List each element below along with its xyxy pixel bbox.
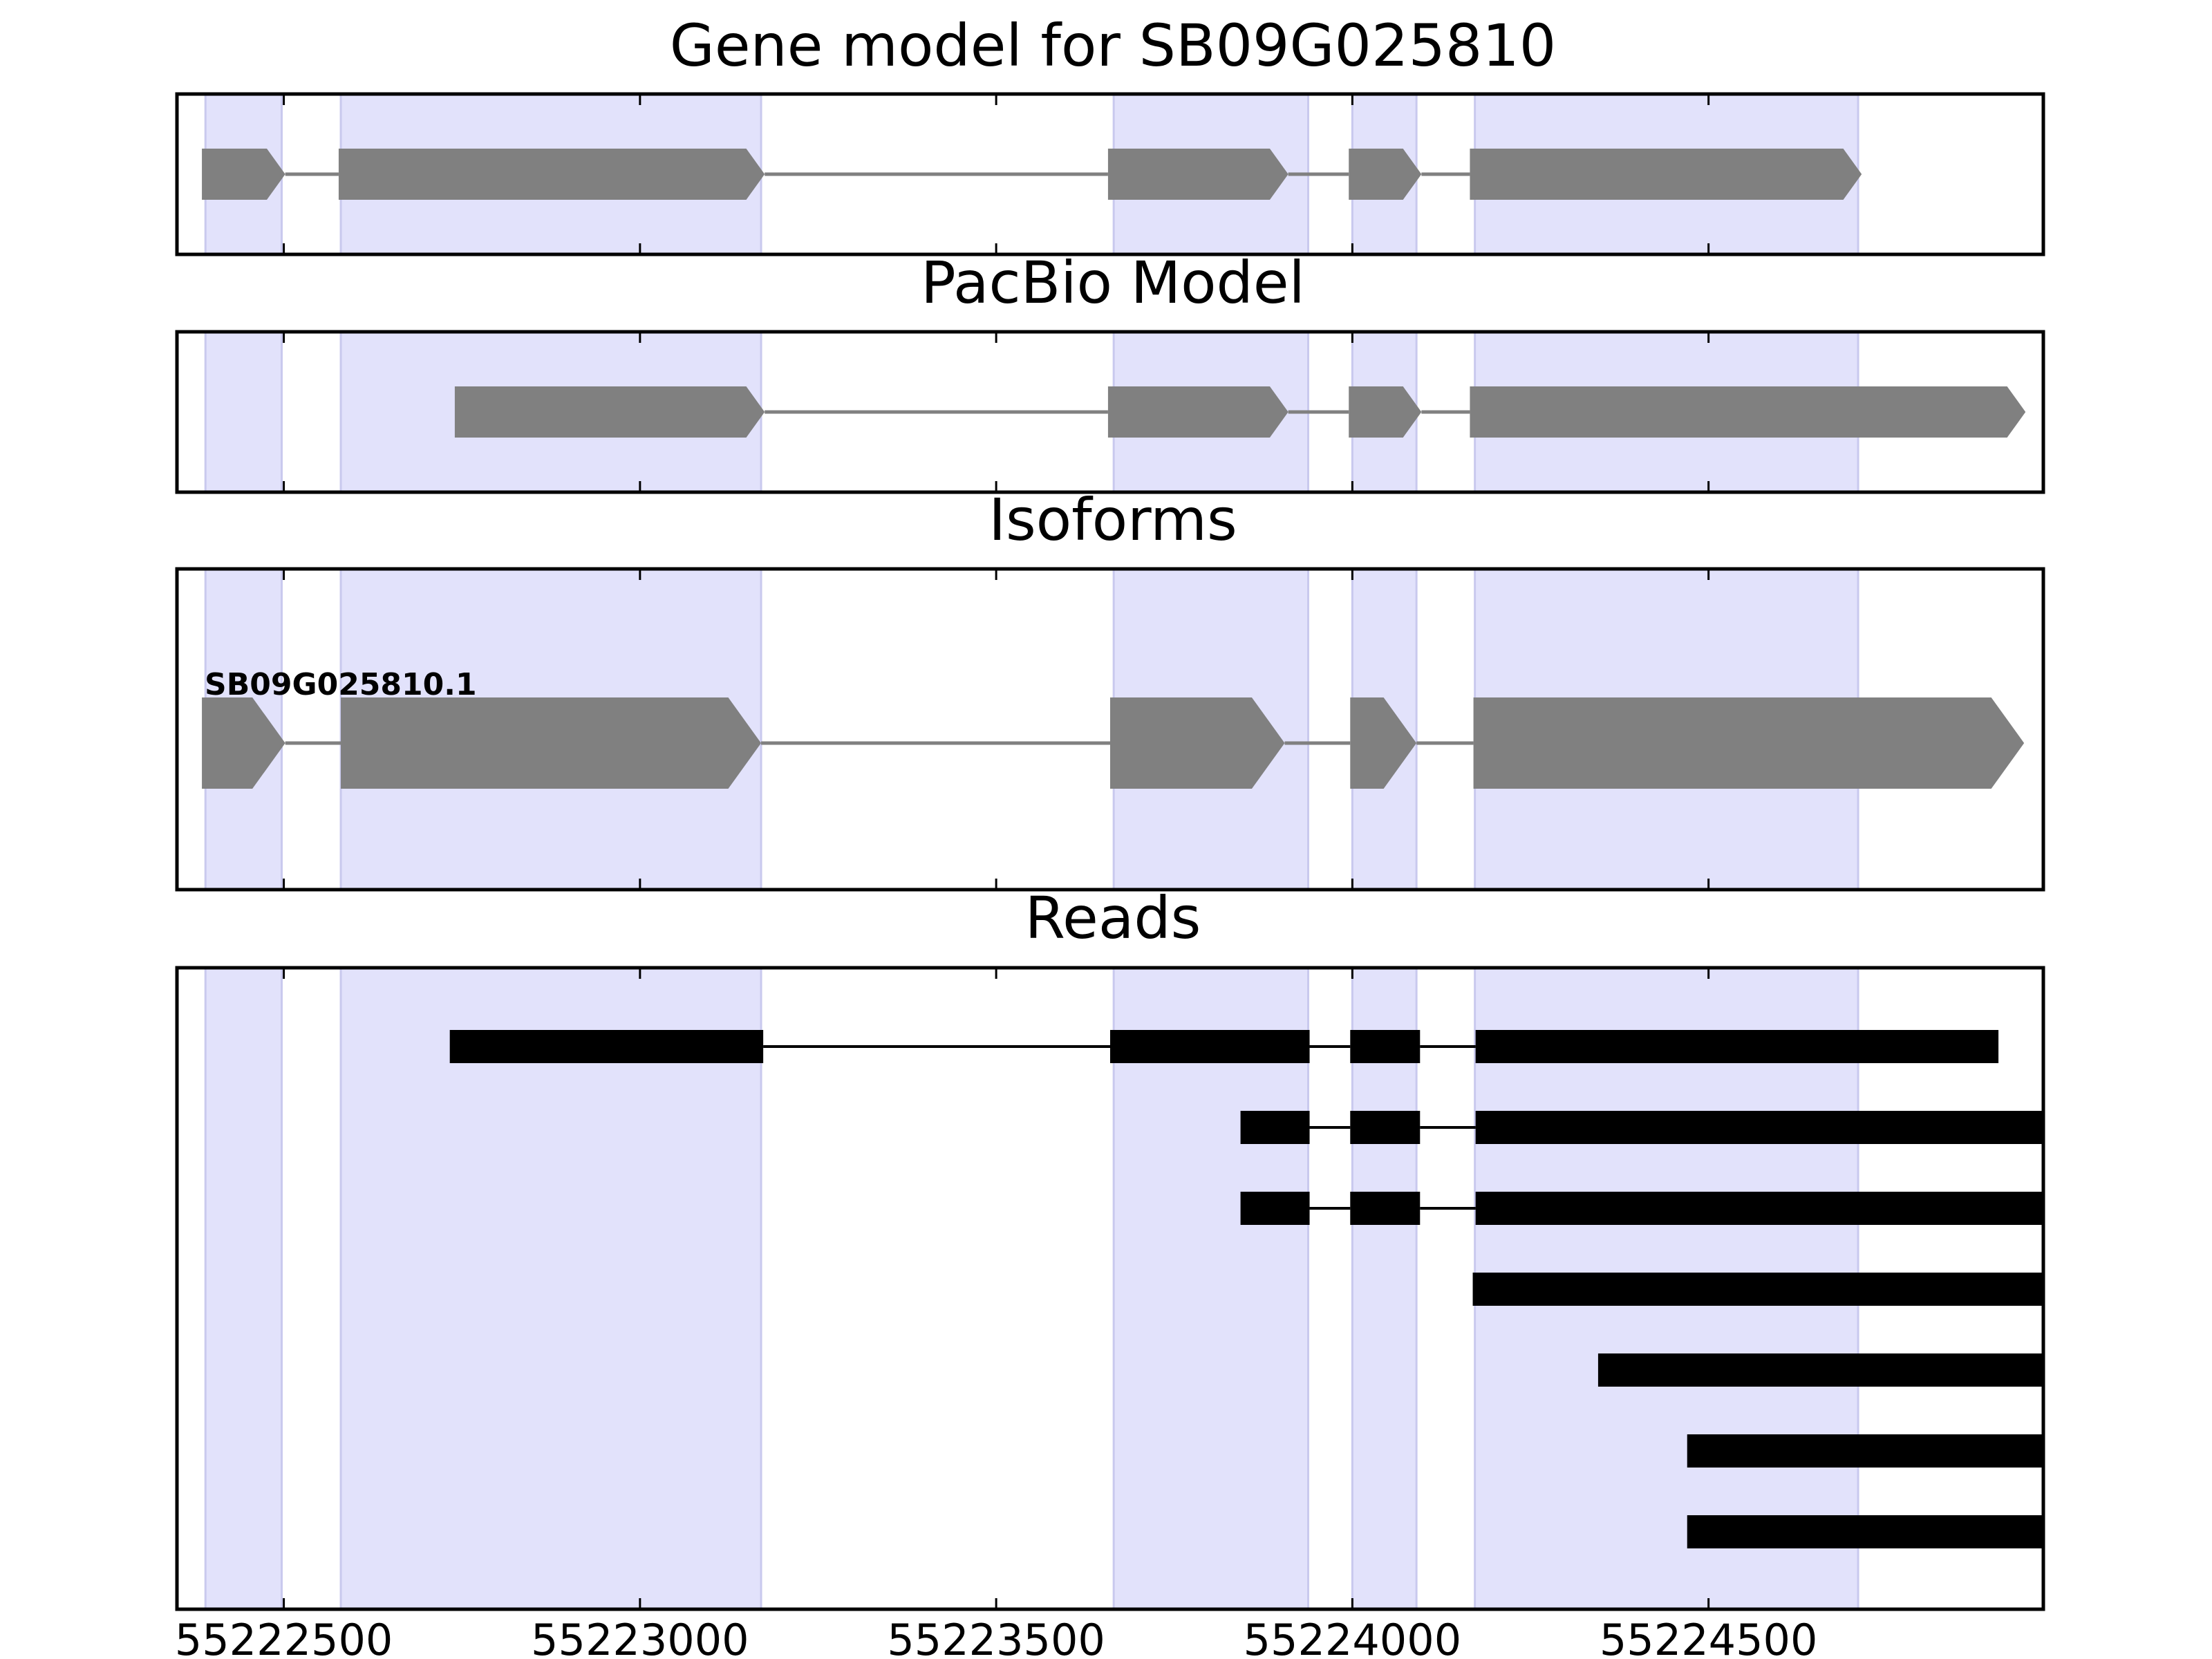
read-1-block-1 — [449, 1030, 764, 1063]
read-1-block-3 — [1350, 1030, 1421, 1063]
exons-isoforms — [202, 697, 2025, 789]
read-3-block-3 — [1475, 1192, 2043, 1225]
highlight-region-reads-3 — [1112, 966, 1309, 1611]
exon-pacbio-model-1 — [454, 386, 765, 438]
read-3-block-1 — [1240, 1192, 1310, 1225]
panel-pacbio-model: PacBio Model — [175, 249, 2045, 494]
ticks-pacbio-model — [283, 332, 1710, 492]
exons-pacbio-model — [454, 386, 2026, 438]
x-tick-label-4: 55224000 — [1244, 1615, 1462, 1659]
x-tick-label-1: 55222500 — [175, 1615, 393, 1659]
x-tick-labels: 55222500 55223000 55223500 55224000 55224500 — [175, 1615, 1818, 1659]
panel-title-gene-model: Gene model for SB09G025810 — [670, 12, 1556, 79]
exon-pacbio-model-4 — [1470, 386, 2026, 438]
isoform-label: SB09G025810.1 — [205, 667, 477, 702]
exon-gene-model-4 — [1349, 149, 1422, 200]
x-tick-label-3: 55223500 — [887, 1615, 1105, 1659]
read-4-block-1 — [1472, 1273, 2043, 1306]
highlight-region-reads-2 — [339, 966, 762, 1611]
ticks-reads — [283, 968, 1710, 1609]
read-7-block-1 — [1687, 1515, 2043, 1548]
read-2-block-2 — [1350, 1111, 1421, 1144]
highlight-region-reads-1 — [204, 966, 283, 1611]
x-tick-label-2: 55223000 — [531, 1615, 749, 1659]
exon-gene-model-5 — [1470, 149, 1862, 200]
read-1-block-4 — [1475, 1030, 1999, 1063]
exons-gene-model — [202, 149, 1862, 200]
ticks-isoforms — [283, 569, 1710, 890]
ticks-gene-model — [283, 94, 1710, 254]
panel-gene-model: Gene model for SB09G025810 — [175, 12, 2045, 256]
read-5-block-1 — [1597, 1353, 2043, 1387]
read-2-block-3 — [1475, 1111, 2043, 1144]
panel-title-reads: Reads — [1025, 884, 1201, 952]
exon-isoforms-1 — [202, 697, 285, 789]
reads-track — [449, 1030, 2043, 1548]
exon-gene-model-3 — [1107, 149, 1288, 200]
read-6-block-1 — [1687, 1434, 2043, 1468]
panel-reads: Reads 55222500 55223000 55223500 55224000 55… — [175, 884, 2045, 1659]
exon-isoforms-3 — [1110, 697, 1285, 789]
panel-isoforms: Isoforms SB09G025810.1 — [175, 486, 2045, 892]
axes-frame-gene-model — [175, 92, 2045, 256]
highlight-region-pacbio-model-1 — [204, 330, 283, 494]
exon-isoforms-2 — [341, 697, 762, 789]
read-3-block-2 — [1350, 1192, 1421, 1225]
exon-pacbio-model-3 — [1349, 386, 1422, 438]
axes-frame-pacbio-model — [175, 330, 2045, 494]
read-1-block-2 — [1110, 1030, 1310, 1063]
exon-gene-model-1 — [202, 149, 285, 200]
axes-frame-isoforms — [175, 567, 2045, 892]
exon-isoforms-5 — [1473, 697, 2025, 789]
panel-title-isoforms: Isoforms — [988, 486, 1237, 554]
axes-frame-reads — [175, 966, 2045, 1611]
panel-title-pacbio-model: PacBio Model — [921, 249, 1305, 317]
exon-pacbio-model-2 — [1107, 386, 1288, 438]
x-tick-label-5: 55224500 — [1600, 1615, 1818, 1659]
read-2-block-1 — [1240, 1111, 1310, 1144]
exon-gene-model-2 — [338, 149, 765, 200]
highlight-region-reads-4 — [1351, 966, 1418, 1611]
exon-isoforms-4 — [1350, 697, 1417, 789]
